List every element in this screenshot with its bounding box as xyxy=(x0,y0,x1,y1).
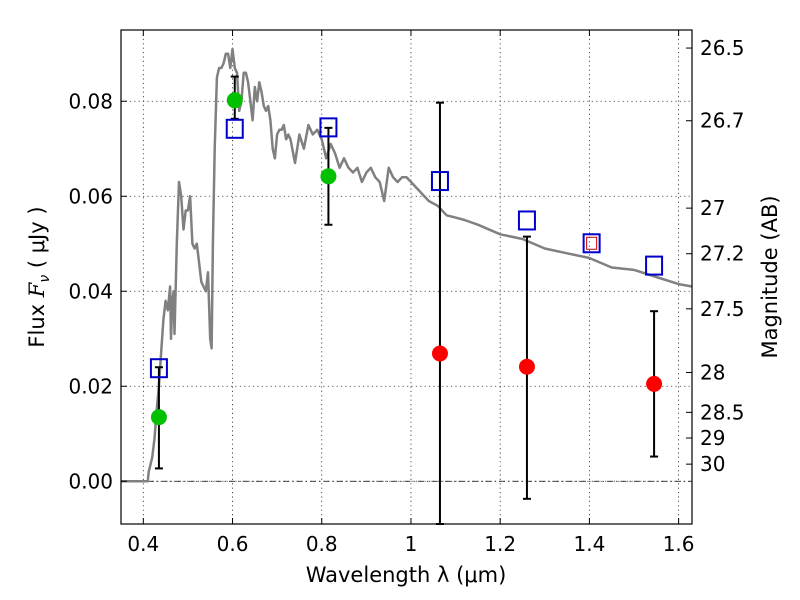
y-axis-label-suffix: ( μJy ) xyxy=(25,206,49,274)
model-point-square xyxy=(319,117,338,138)
y-axis-label-subscript: ν xyxy=(37,275,53,283)
x-tick-label: 0.4 xyxy=(127,532,159,556)
y-tick-label: 0.08 xyxy=(68,89,113,113)
y2-tick-label: 29 xyxy=(700,426,725,450)
y-tick-label: 0.04 xyxy=(68,279,113,303)
error-bars xyxy=(154,75,659,525)
y2-tick-label: 27.5 xyxy=(700,297,745,321)
y-axis-label-prefix: Flux xyxy=(25,297,49,347)
x-tick-label: 1 xyxy=(405,532,418,556)
y-axis-label-symbol: F xyxy=(25,281,49,298)
y-tick-label: 0.02 xyxy=(68,374,113,398)
x-tick-label: 1.2 xyxy=(484,532,516,556)
y-tick-label: 0.00 xyxy=(68,469,113,493)
x-axis-label: Wavelength λ (μm) xyxy=(306,563,507,587)
y2-tick-label: 27 xyxy=(700,196,725,220)
y2-tick-label: 27.2 xyxy=(700,242,745,266)
plot-frame xyxy=(120,29,693,525)
y2-tick-label: 28 xyxy=(700,360,725,384)
y-tick-label: 0.06 xyxy=(68,184,113,208)
model-point-square xyxy=(645,255,664,276)
detection-point xyxy=(226,92,243,109)
model-point-square xyxy=(225,118,244,139)
detection-point xyxy=(320,168,337,185)
detection-point xyxy=(150,409,167,426)
x-tick-labels: 0.4 0.6 0.8 1 1.2 1.4 1.6 xyxy=(127,532,694,556)
model-point-square xyxy=(517,210,536,231)
axis-ticks xyxy=(121,30,692,524)
model-point-square xyxy=(149,358,168,379)
non-detection-point xyxy=(518,358,535,375)
x-tick-label: 1.6 xyxy=(663,532,695,556)
y2-tick-label: 26.7 xyxy=(700,109,745,133)
model-point-square xyxy=(430,171,449,192)
y2-tick-label: 30 xyxy=(700,452,725,476)
x-tick-label: 1.4 xyxy=(573,532,605,556)
non-detection-point xyxy=(431,345,448,362)
non-detection-point xyxy=(646,375,663,392)
x-tick-label: 0.6 xyxy=(217,532,249,556)
highlight-point-square xyxy=(586,236,598,250)
model-points xyxy=(149,117,664,379)
model-sed-curve xyxy=(121,47,693,483)
flux-points xyxy=(150,92,663,426)
y2-tick-label: 26.5 xyxy=(700,36,745,60)
x-tick-label: 0.8 xyxy=(306,532,338,556)
y2-tick-label: 28.5 xyxy=(700,400,745,424)
y2-axis-label: Magnitude (AB) xyxy=(758,195,782,358)
model-point-square xyxy=(582,233,601,254)
model-sed-line xyxy=(121,47,693,483)
y-tick-labels: 0.00 0.02 0.04 0.06 0.08 xyxy=(68,89,113,493)
y-axis-label: Flux Fν ( μJy ) xyxy=(25,206,53,347)
